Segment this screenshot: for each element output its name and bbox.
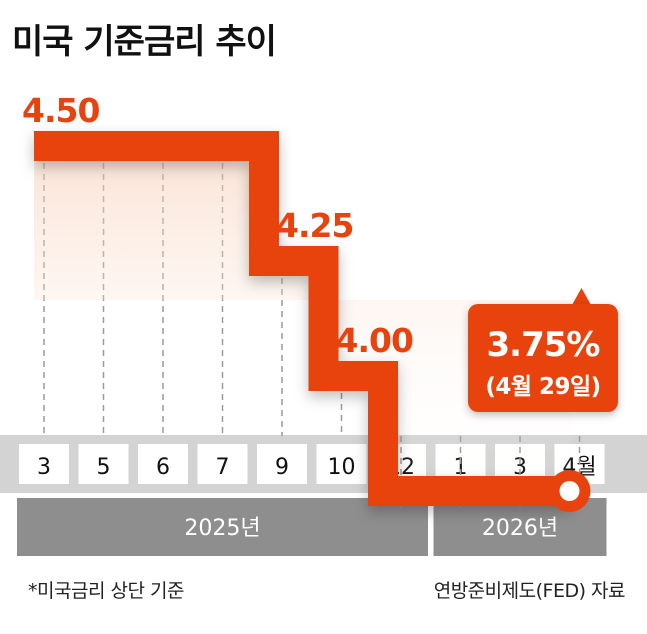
year-label: 2026년 — [482, 516, 558, 541]
axis-cell — [316, 444, 367, 484]
year-band — [17, 498, 428, 556]
callout-box — [468, 304, 618, 412]
axis-cell — [19, 444, 69, 484]
step-value-label: 4.25 — [276, 206, 353, 245]
axis-cell — [138, 444, 188, 484]
x-tick-label: 3 — [37, 455, 51, 480]
axis-cell — [78, 444, 129, 484]
callout-value: 3.75% — [487, 325, 600, 365]
rate-step-line — [34, 131, 572, 506]
step-value-label: 4.50 — [22, 91, 99, 130]
step-value-label: 4.00 — [336, 321, 413, 360]
area-shade — [34, 146, 572, 491]
chart-title: 미국 기준금리 추이 — [12, 22, 277, 62]
x-tick-label: 5 — [97, 455, 111, 480]
x-tick-label: 7 — [216, 455, 230, 480]
axis-cell — [257, 444, 307, 484]
x-tick-label: 10 — [328, 455, 356, 480]
year-label: 2025년 — [184, 516, 260, 541]
callout-pointer — [572, 288, 591, 304]
axis-cell — [197, 444, 248, 484]
x-tick-label: 9 — [275, 455, 289, 480]
x-tick-label: 6 — [156, 455, 170, 480]
source-note: 연방준비제도(FED) 자료 — [433, 580, 626, 602]
end-point-center — [559, 481, 580, 501]
footnote: *미국금리 상단 기준 — [28, 580, 184, 602]
callout-date: (4월 29일) — [485, 374, 600, 400]
